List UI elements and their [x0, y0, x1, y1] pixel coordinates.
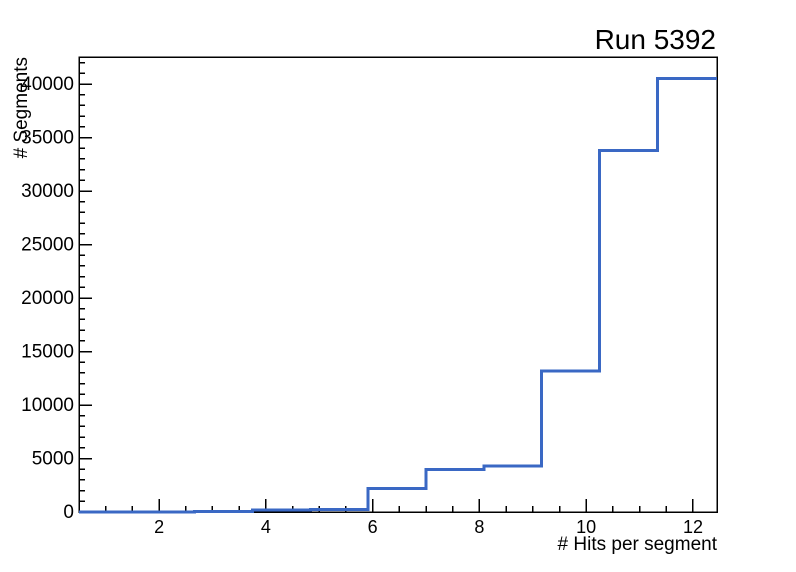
y-tick-label: 30000: [21, 181, 74, 202]
y-tick-label: 40000: [21, 74, 74, 95]
y-tick-label: 5000: [32, 449, 74, 470]
y-tick-label: 10000: [21, 395, 74, 416]
x-tick-label: 8: [474, 517, 484, 537]
plot-frame: [78, 56, 718, 513]
y-tick-label: 15000: [21, 342, 74, 363]
x-tick-label: 6: [368, 517, 378, 537]
y-tick-label: 0: [63, 502, 74, 523]
axis-tick-labels: 2 4 6 8 10 12 0 5000 10000 15000 20000 25000 30000 35…: [21, 74, 703, 537]
y-tick-label: 25000: [21, 235, 74, 256]
x-axis-title: # Hits per segment: [558, 534, 718, 555]
x-tick-label: 4: [261, 517, 271, 537]
histogram-step-line: [79, 77, 717, 514]
y-axis-title: # Segments: [11, 57, 32, 158]
x-tick-label: 2: [154, 517, 164, 537]
x-tick-label: 12: [683, 517, 703, 537]
y-tick-label: 35000: [21, 128, 74, 149]
x-tick-label: 10: [576, 517, 596, 537]
chart-title: Run 5392: [595, 24, 716, 55]
y-tick-label: 20000: [21, 288, 74, 309]
